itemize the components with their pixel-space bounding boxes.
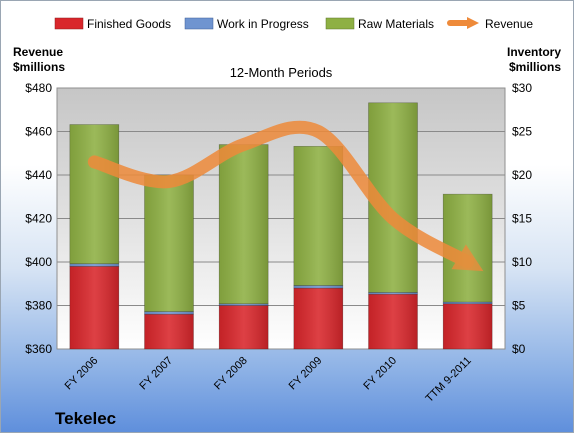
- bars: [69, 102, 493, 350]
- bar-shade: [368, 292, 418, 295]
- right-axis-title-line1: Inventory: [507, 45, 561, 59]
- x-tick-label: FY 2009: [287, 355, 325, 393]
- bar-shade: [368, 294, 418, 349]
- revenue-line: [87, 120, 484, 272]
- left-axis-title-line2: $millions: [13, 60, 65, 74]
- legend-label-raw-materials: Raw Materials: [358, 17, 434, 31]
- right-axis-title-line2: $millions: [509, 60, 561, 74]
- bar-shade: [144, 175, 194, 312]
- legend: Finished Goods Work in Progress Raw Mate…: [54, 17, 533, 31]
- right-tick-label: $15: [512, 212, 532, 226]
- bar-shade: [293, 146, 343, 286]
- bar-shade: [69, 124, 119, 264]
- right-axis-ticks: $0 $5 $10 $15 $20 $25 $30: [512, 81, 532, 356]
- right-tick-label: $0: [512, 342, 526, 356]
- bar-shade: [293, 285, 343, 289]
- bar-shade: [443, 302, 493, 304]
- company-name: Tekelec: [55, 409, 116, 428]
- left-tick-label: $460: [25, 125, 52, 139]
- legend-label-work-in-progress: Work in Progress: [217, 17, 309, 31]
- x-tick-label: FY 2008: [212, 355, 250, 393]
- left-tick-label: $380: [25, 299, 52, 313]
- x-axis-labels: FY 2006 FY 2007 FY 2008 FY 2009 FY 2010 TTM 9…: [63, 355, 474, 405]
- bar-shade: [219, 144, 269, 304]
- x-tick-label: FY 2007: [137, 355, 175, 393]
- legend-item-finished-goods[interactable]: Finished Goods: [54, 17, 171, 31]
- right-tick-label: $25: [512, 125, 532, 139]
- legend-item-raw-materials[interactable]: Raw Materials: [325, 17, 434, 31]
- left-axis-title-line1: Revenue: [13, 45, 63, 59]
- bar-shade: [69, 263, 119, 267]
- legend-label-revenue: Revenue: [485, 17, 533, 31]
- right-tick-label: $5: [512, 299, 526, 313]
- right-tick-label: $10: [512, 255, 532, 269]
- chart-title: 12-Month Periods: [230, 65, 333, 80]
- x-tick-label: FY 2006: [63, 355, 101, 393]
- right-tick-label: $30: [512, 81, 532, 95]
- legend-item-work-in-progress[interactable]: Work in Progress: [184, 17, 309, 31]
- left-axis-ticks: $360 $380 $400 $420 $440 $460 $480: [25, 81, 52, 356]
- bar-shade: [144, 314, 194, 349]
- bar-shade: [219, 303, 269, 306]
- bar-shade: [219, 305, 269, 349]
- left-tick-label: $440: [25, 168, 52, 182]
- left-tick-label: $400: [25, 255, 52, 269]
- left-tick-label: $480: [25, 81, 52, 95]
- right-tick-label: $20: [512, 168, 532, 182]
- bar-shade: [69, 266, 119, 349]
- bar-shade: [144, 311, 194, 315]
- x-tick-label: FY 2010: [361, 355, 399, 393]
- bar-shade: [443, 303, 493, 349]
- left-tick-label: $360: [25, 342, 52, 356]
- legend-item-revenue[interactable]: Revenue: [447, 17, 533, 31]
- bar-shade: [293, 288, 343, 349]
- legend-label-finished-goods: Finished Goods: [87, 17, 171, 31]
- left-tick-label: $420: [25, 212, 52, 226]
- x-tick-label: TTM 9-2011: [424, 355, 474, 405]
